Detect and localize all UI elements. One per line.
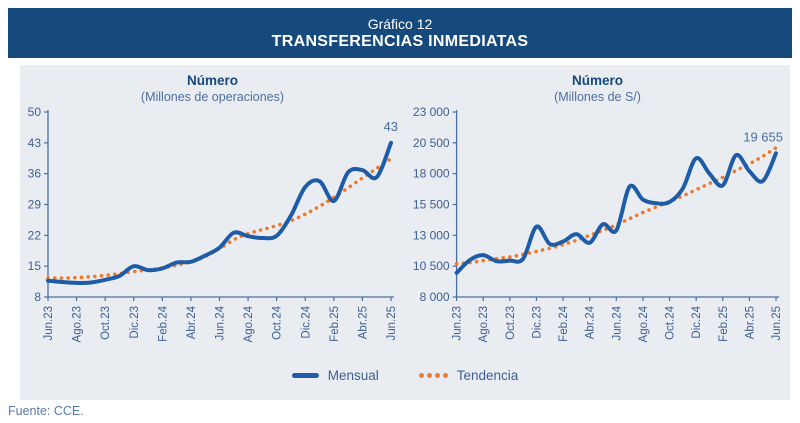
- x-tick-label: Dic.23: [531, 306, 543, 339]
- x-tick-label: Ago.24: [243, 305, 255, 342]
- tendencia-dots-swatch: [418, 373, 448, 379]
- x-tick-label: Dic.23: [129, 306, 141, 339]
- legend-label-tendencia: Tendencia: [456, 368, 519, 384]
- y-tick-label: 23 000: [413, 106, 450, 119]
- chart-panel: Número (Millones de operaciones) 8 15 22 29…: [20, 65, 790, 400]
- legend: Mensual Tendencia: [20, 362, 790, 390]
- y-tick-label: 8 000: [420, 290, 450, 304]
- x-tick-label: Abr.25: [744, 306, 756, 339]
- x-tick-label: Feb.24: [558, 305, 570, 341]
- mensual-line-swatch: [291, 373, 319, 379]
- y-tick-label: 8: [34, 290, 41, 304]
- figure-header: Gráfico 12 TRANSFERENCIAS INMEDIATAS: [8, 8, 792, 58]
- x-tick-label: Oct.23: [100, 306, 112, 340]
- x-tick-label: Feb.24: [157, 305, 169, 341]
- x-tick-label: Oct.23: [505, 306, 517, 340]
- x-tick-label: Abr.25: [357, 306, 369, 339]
- y-tick-label: 36: [28, 167, 42, 181]
- x-tick-label: Dic.24: [691, 305, 703, 338]
- x-tick-label: Oct.24: [665, 305, 677, 339]
- figure-number: Gráfico 12: [367, 15, 433, 32]
- legend-item-tendencia: Tendencia: [418, 368, 519, 384]
- x-tick-label: Ago.23: [72, 306, 84, 342]
- x-tick-label: Ago.23: [478, 306, 490, 342]
- source-note: Fuente: CCE.: [8, 404, 84, 418]
- charts-row: Número (Millones de operaciones) 8 15 22 29…: [20, 65, 790, 362]
- y-tick-label: 15 500: [413, 197, 450, 211]
- end-value-label: 43: [384, 119, 398, 134]
- chart-operations-title: Número: [186, 73, 238, 88]
- chart-amount: Número (Millones de S/) 8 000 10 500 13 00…: [405, 73, 790, 362]
- x-tick-label: Dic.24: [300, 305, 312, 338]
- y-tick-label: 10 500: [413, 259, 450, 273]
- y-tick-label: 22: [28, 228, 42, 242]
- y-tick-label: 13 000: [413, 228, 450, 242]
- x-tick-label: Oct.24: [272, 305, 284, 339]
- figure-title: TRANSFERENCIAS INMEDIATAS: [271, 32, 529, 50]
- y-tick-label: 20 500: [413, 136, 450, 150]
- y-tick-label: 29: [28, 197, 42, 211]
- x-tick-label: Jun.25: [771, 306, 783, 341]
- chart-amount-subtitle: (Millones de S/): [554, 89, 641, 104]
- chart-operations-subtitle: (Millones de operaciones): [140, 89, 285, 104]
- x-tick-label: Feb.25: [329, 306, 341, 342]
- x-tick-label: Jun.24: [611, 305, 623, 340]
- amount-line-plot: 8 000 10 500 13 000 15 500 18 000 20 500 23 00…: [413, 106, 783, 342]
- operations-line-plot: 8 15 22 29 36 43 50 Jun.23 Ago.23 Oct.23 Dic.23 Feb…: [28, 106, 398, 342]
- legend-label-mensual: Mensual: [327, 368, 379, 384]
- mensual-solid-line: [454, 151, 778, 275]
- chart-operations: Número (Millones de operaciones) 8 15 22 29…: [20, 73, 405, 362]
- x-tick-label: Jun.23: [43, 306, 55, 341]
- mensual-solid-line: [46, 140, 393, 285]
- y-tick-label: 43: [28, 136, 42, 150]
- y-tick-label: 50: [28, 106, 42, 119]
- tendencia-dotted-line: [454, 145, 778, 266]
- y-tick-label: 15: [28, 259, 42, 273]
- x-tick-label: Jun.23: [452, 306, 464, 341]
- x-tick-label: Feb.25: [718, 306, 730, 342]
- end-value-label: 19 655: [743, 129, 783, 144]
- y-tick-label: 18 000: [413, 167, 450, 181]
- x-tick-label: Ago.24: [638, 305, 650, 342]
- x-tick-label: Jun.25: [386, 306, 398, 341]
- x-tick-label: Jun.24: [215, 305, 227, 340]
- chart-amount-title: Número: [571, 73, 623, 88]
- x-tick-label: Abr.24: [186, 305, 198, 339]
- tendencia-dotted-line: [46, 156, 393, 280]
- legend-item-mensual: Mensual: [291, 368, 379, 384]
- x-tick-label: Abr.24: [585, 305, 597, 339]
